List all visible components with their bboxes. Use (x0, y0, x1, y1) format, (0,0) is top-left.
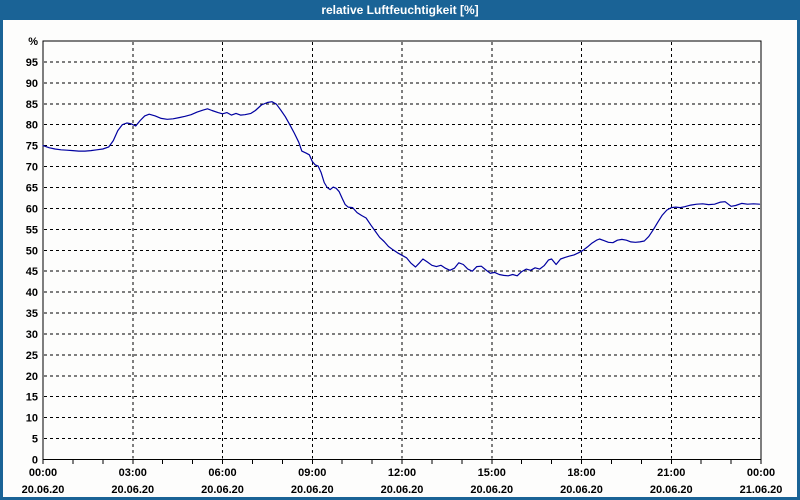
y-axis-label: 20 (26, 371, 38, 383)
x-axis-date-label: 20.06.20 (291, 484, 334, 496)
x-axis-date-label: 20.06.20 (111, 484, 154, 496)
x-axis-time-label: 18:00 (567, 467, 595, 479)
x-axis-date-label: 20.06.20 (381, 484, 424, 496)
x-axis-time-label: 00:00 (747, 467, 775, 479)
y-axis-label: 25 (26, 350, 38, 362)
y-axis-label: 15 (26, 392, 38, 404)
y-axis-label: 0 (32, 455, 38, 467)
x-axis-date-label: 20.06.20 (470, 484, 513, 496)
x-axis-time-label: 06:00 (208, 467, 236, 479)
y-axis-label: 95 (26, 57, 38, 69)
y-axis-label: 65 (26, 182, 38, 194)
x-axis-time-label: 00:00 (29, 467, 57, 479)
window-titlebar[interactable]: relative Luftfeuchtigkeit [%] (0, 0, 800, 20)
y-axis-label: 55 (26, 224, 38, 236)
y-axis-unit-label: % (28, 36, 38, 48)
y-axis-label: 50 (26, 245, 38, 257)
humidity-series-line (42, 101, 761, 277)
x-axis-date-label: 20.06.20 (22, 484, 65, 496)
y-axis-label: 5 (32, 434, 38, 446)
y-axis-label: 35 (26, 308, 38, 320)
y-axis-label: 90 (26, 78, 38, 90)
x-axis-date-label: 20.06.20 (201, 484, 244, 496)
y-axis-label: 85 (26, 99, 38, 111)
x-axis-time-label: 15:00 (478, 467, 506, 479)
x-axis-time-label: 09:00 (298, 467, 326, 479)
x-axis-time-label: 21:00 (657, 467, 685, 479)
window-title: relative Luftfeuchtigkeit [%] (321, 3, 479, 17)
x-axis-time-label: 03:00 (119, 467, 147, 479)
y-axis-label: 45 (26, 266, 38, 278)
x-axis-date-label: 21.06.20 (740, 484, 783, 496)
y-axis-label: 60 (26, 203, 38, 215)
y-axis-label: 40 (26, 287, 38, 299)
y-axis-label: 70 (26, 162, 38, 174)
y-axis-label: 10 (26, 413, 38, 425)
x-axis-date-label: 20.06.20 (650, 484, 693, 496)
x-axis-time-label: 12:00 (388, 467, 416, 479)
y-axis-label: 80 (26, 120, 38, 132)
y-axis-label: 75 (26, 141, 38, 153)
y-axis-label: 30 (26, 329, 38, 341)
x-axis-date-label: 20.06.20 (560, 484, 603, 496)
